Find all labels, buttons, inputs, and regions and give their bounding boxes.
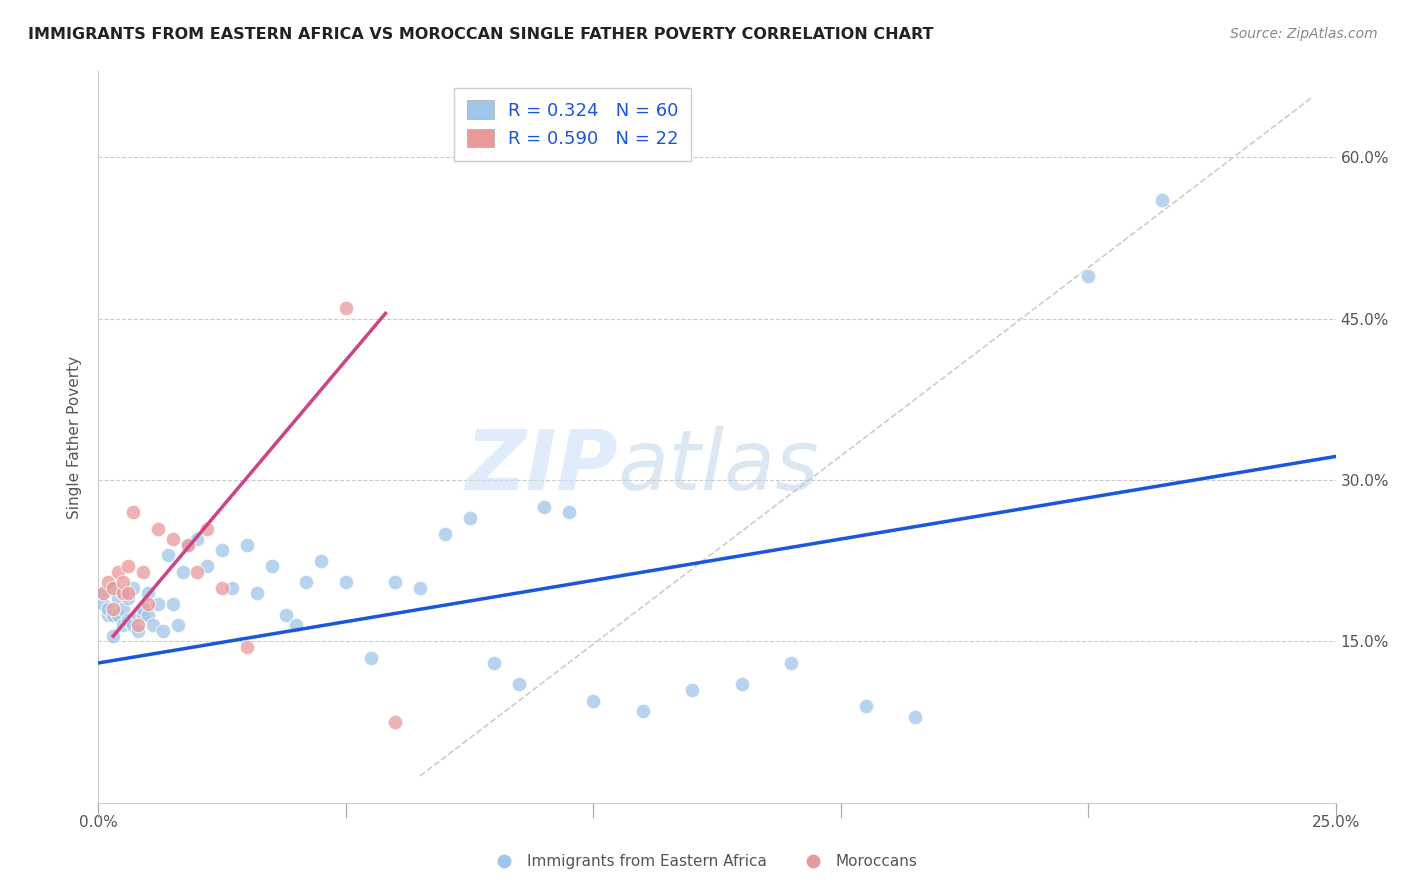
Point (557, 505, 579, 519)
Point (93, 586, 115, 600)
Point (132, 607, 155, 622)
Point (285, 618, 308, 632)
Point (172, 565, 194, 579)
Point (236, 538, 259, 552)
Point (904, 710, 927, 724)
Point (309, 554, 332, 568)
Point (127, 607, 149, 622)
Point (112, 586, 135, 600)
Point (97, 575, 120, 590)
Point (508, 677, 530, 691)
Point (142, 618, 165, 632)
Point (236, 640, 259, 654)
Point (117, 586, 139, 600)
Point (107, 565, 129, 579)
Point (152, 624, 174, 638)
Point (112, 575, 135, 590)
Point (122, 505, 145, 519)
Point (156, 549, 179, 563)
Y-axis label: Single Father Poverty: Single Father Poverty (67, 356, 83, 518)
Point (112, 602, 135, 616)
Point (295, 575, 318, 590)
Point (384, 715, 406, 730)
Text: ZIP: ZIP (465, 425, 619, 507)
Point (117, 591, 139, 606)
Point (132, 602, 155, 616)
Point (780, 656, 803, 670)
Point (162, 533, 184, 547)
Point (107, 591, 129, 606)
Point (176, 538, 198, 552)
Point (107, 607, 129, 622)
Point (122, 581, 145, 595)
Point (731, 677, 754, 691)
Point (433, 527, 456, 541)
Point (335, 301, 357, 315)
Point (132, 565, 155, 579)
Legend: Immigrants from Eastern Africa, Moroccans: Immigrants from Eastern Africa, Moroccan… (482, 848, 924, 875)
Point (1077, 268, 1099, 283)
Point (136, 607, 159, 622)
Text: IMMIGRANTS FROM EASTERN AFRICA VS MOROCCAN SINGLE FATHER POVERTY CORRELATION CHA: IMMIGRANTS FROM EASTERN AFRICA VS MOROCC… (28, 27, 934, 42)
Point (360, 650, 382, 665)
Point (146, 521, 169, 535)
Point (186, 533, 208, 547)
Point (409, 581, 432, 595)
Point (855, 698, 877, 713)
Point (162, 597, 184, 611)
Point (631, 705, 654, 719)
Point (93, 586, 115, 600)
Point (384, 575, 406, 590)
Point (93, 597, 115, 611)
Point (276, 607, 298, 622)
Point (103, 581, 125, 595)
Point (211, 581, 233, 595)
Point (103, 629, 125, 643)
Point (122, 618, 145, 632)
Point (103, 581, 125, 595)
Point (127, 618, 149, 632)
Point (681, 682, 703, 697)
Point (221, 581, 243, 595)
Point (195, 559, 218, 574)
Point (146, 597, 169, 611)
Point (533, 500, 555, 514)
Point (484, 656, 506, 670)
Point (97, 602, 120, 616)
Point (335, 575, 357, 590)
Point (211, 543, 233, 558)
Point (117, 559, 139, 574)
Point (103, 602, 125, 616)
Point (260, 559, 283, 574)
Point (97, 607, 120, 622)
Point (103, 607, 125, 622)
Point (127, 624, 149, 638)
Point (246, 586, 269, 600)
Point (117, 613, 139, 627)
Point (112, 618, 135, 632)
Point (136, 597, 159, 611)
Legend: R = 0.324   N = 60, R = 0.590   N = 22: R = 0.324 N = 60, R = 0.590 N = 22 (454, 87, 692, 161)
Point (186, 565, 208, 579)
Point (112, 586, 135, 600)
Text: Source: ZipAtlas.com: Source: ZipAtlas.com (1230, 27, 1378, 41)
Point (195, 521, 218, 535)
Point (166, 618, 188, 632)
Text: atlas: atlas (619, 425, 820, 507)
Point (136, 586, 159, 600)
Point (176, 538, 198, 552)
Point (582, 693, 605, 707)
Point (458, 510, 481, 524)
Point (1152, 194, 1174, 208)
